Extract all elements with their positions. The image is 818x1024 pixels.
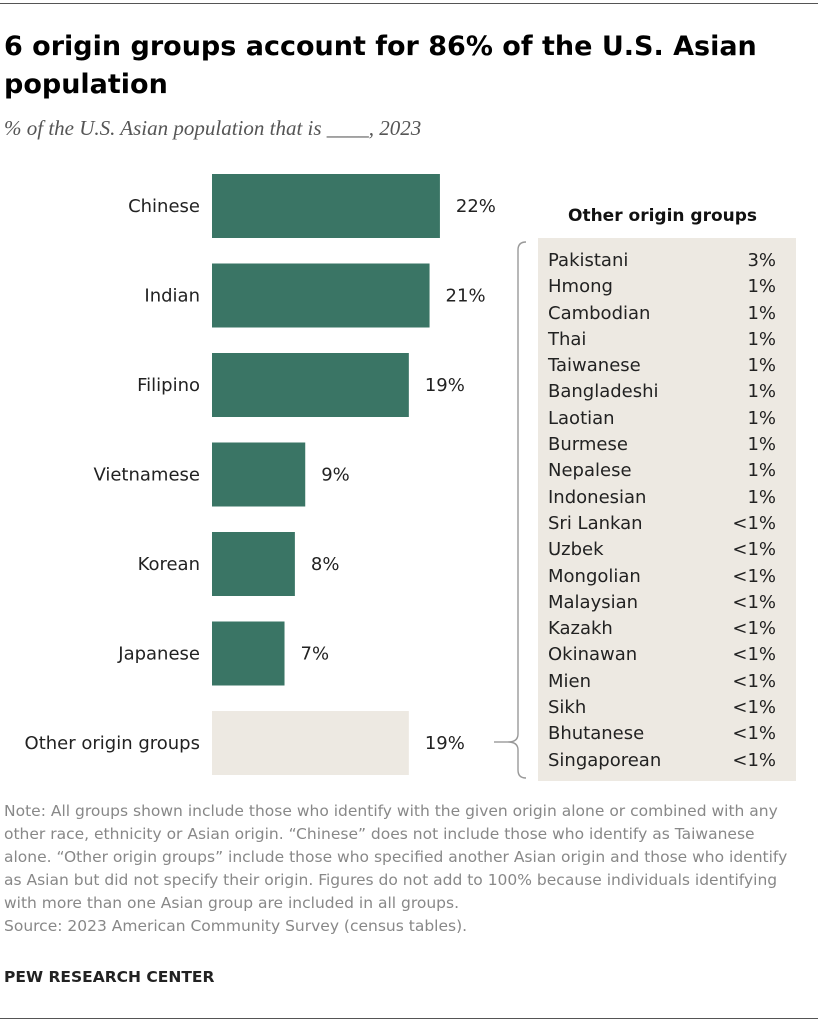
note-block: Note: All groups shown include those who… [4,800,804,938]
list-item: Taiwanese 1% [548,353,776,379]
group-value: <1% [732,644,776,666]
list-item: Nepalese 1% [548,458,776,484]
list-item: Indonesian 1% [548,485,776,511]
group-value: 1% [747,276,776,298]
group-name: Cambodian [548,302,651,324]
group-name: Malaysian [548,591,639,613]
group-name: Sri Lankan [548,512,643,534]
group-name: Hmong [548,276,613,298]
group-value: 1% [747,460,776,482]
value-label: 19% [425,733,465,754]
category-label: Filipino [137,375,200,396]
group-name: Singaporean [548,749,662,771]
category-label: Korean [138,554,200,575]
value-label: 9% [321,465,350,486]
list-item: Laotian 1% [548,406,776,432]
category-label: Indian [144,286,200,307]
list-item: Malaysian <1% [548,590,776,616]
group-name: Burmese [548,434,628,456]
group-value: <1% [732,697,776,719]
group-value: <1% [732,749,776,771]
category-label: Vietnamese [93,465,200,486]
value-label: 21% [446,286,486,307]
bar [212,711,409,775]
brand-label: PEW RESEARCH CENTER [4,968,215,986]
group-name: Indonesian [548,486,647,508]
list-item: Uzbek <1% [548,537,776,563]
group-name: Kazakh [548,618,613,640]
group-name: Pakistani [548,250,629,271]
group-name: Nepalese [548,460,632,482]
group-value: <1% [732,539,776,561]
group-value: <1% [732,618,776,640]
list-item: Sri Lankan <1% [548,511,776,537]
bar [212,532,295,596]
value-label: 19% [425,375,465,396]
value-label: 7% [301,644,330,665]
value-label: 8% [311,554,340,575]
group-name: Thai [548,328,587,350]
group-value: 1% [747,355,776,377]
group-value: <1% [732,591,776,613]
group-value: <1% [732,512,776,534]
list-item: Bangladeshi 1% [548,379,776,405]
bar [212,621,285,686]
group-name: Mien [548,670,592,692]
list-item: Sikh <1% [548,695,776,721]
list-item: Cambodian 1% [548,301,776,327]
chart-title: 6 origin groups account for 86% of the U… [4,31,757,100]
list-item: Thai 1% [548,327,776,353]
source-text: Source: 2023 American Community Survey (… [4,917,468,935]
other-groups-header: Other origin groups [568,206,758,226]
group-value: 3% [747,250,776,271]
list-item: Singaporean <1% [548,748,776,774]
group-name: Okinawan [548,644,638,666]
bottom-rule [0,1018,818,1019]
bar [212,263,430,328]
top-rule [0,3,818,4]
group-name: Bhutanese [548,723,645,745]
group-value: 1% [747,328,776,350]
group-value: 1% [747,407,776,429]
bar [212,174,440,238]
category-label: Other origin groups [25,733,200,754]
category-label: Japanese [117,644,200,665]
other-groups-panel: Pakistani 3% Hmong 1% Cambodian 1% Thai 1% Taiwa… [538,238,796,781]
chart-subtitle: % of the U.S. Asian population that is _… [4,116,422,140]
bar [212,442,306,507]
category-label: Chinese [128,196,200,217]
bar [212,353,409,417]
group-name: Bangladeshi [548,381,659,403]
note-text: Note: All groups shown include those who… [4,802,788,912]
list-item: Hmong 1% [548,274,776,300]
list-item: Burmese 1% [548,432,776,458]
list-item: Mien <1% [548,669,776,695]
group-value: <1% [732,723,776,745]
bracket-connector [494,241,527,779]
group-name: Uzbek [548,539,604,561]
group-value: 1% [747,302,776,324]
bar-chart: Chinese 22% Indian 21% Filipino 19% Vietnamese… [25,174,496,775]
group-value: <1% [732,670,776,692]
other-groups-list: Pakistani 3% Hmong 1% Cambodian 1% Thai 1% Taiwa… [548,248,776,774]
list-item: Bhutanese <1% [548,721,776,747]
list-item: Okinawan <1% [548,642,776,668]
group-value: 1% [747,381,776,403]
group-name: Taiwanese [548,355,641,377]
group-value: <1% [732,565,776,587]
group-name: Laotian [548,407,615,429]
list-item: Kazakh <1% [548,616,776,642]
group-value: 1% [747,434,776,456]
group-name: Sikh [548,697,587,719]
list-item: Pakistani 3% [548,248,776,274]
group-name: Mongolian [548,565,641,587]
value-label: 22% [456,196,496,217]
list-item: Mongolian <1% [548,564,776,590]
group-value: 1% [747,486,776,508]
